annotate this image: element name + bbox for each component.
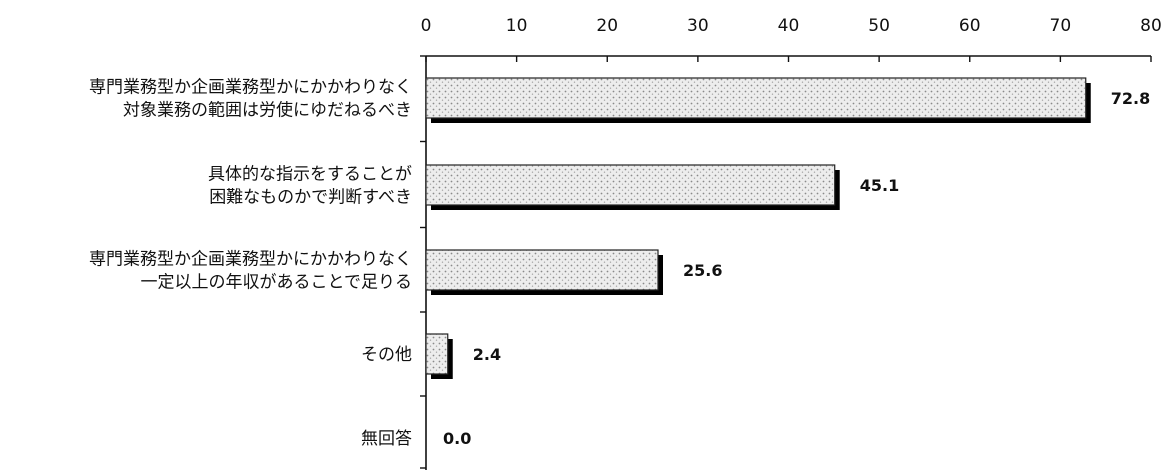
category-label-line: 対象業務の範囲は労使にゆだねるべき [123,100,412,121]
category-label: 具体的な指示をすることが困難なものかで判断すべき [208,165,412,208]
x-tick-label: 40 [778,16,800,36]
category-label: 専門業務型か企画業務型かにかかわりなく一定以上の年収があることで足りる [89,250,412,293]
x-tick-label: 60 [959,16,981,36]
category-label: その他 [361,345,412,365]
category-label: 専門業務型か企画業務型かにかかわりなく対象業務の範囲は労使にゆだねるべき [89,78,412,121]
x-tick-label: 50 [868,16,890,36]
data-label: 45.1 [860,176,899,195]
x-tick-label: 70 [1050,16,1072,36]
data-label: 72.8 [1111,89,1150,108]
data-label: 0.0 [443,429,471,448]
bar [425,164,836,206]
category-label-line: 具体的な指示をすることが [208,165,412,185]
x-tick-label: 20 [596,16,618,36]
bar [425,333,449,375]
category-label-line: その他 [361,345,412,365]
data-label: 2.4 [473,345,501,364]
category-label-line: 一定以上の年収があることで足りる [141,273,413,293]
category-label-line: 困難なものかで判断すべき [209,188,412,208]
x-tick-label: 10 [506,16,528,36]
x-tick-label: 30 [687,16,709,36]
x-tick-label: 80 [1140,16,1162,36]
x-tick-label: 0 [421,16,432,36]
bar [425,249,659,291]
data-label: 25.6 [683,261,722,280]
bar [425,77,1087,119]
category-label-line: 専門業務型か企画業務型かにかかわりなく [89,78,412,98]
category-label-line: 専門業務型か企画業務型かにかかわりなく [89,250,412,270]
category-label: 無回答 [361,429,412,449]
category-label-line: 無回答 [361,429,412,449]
